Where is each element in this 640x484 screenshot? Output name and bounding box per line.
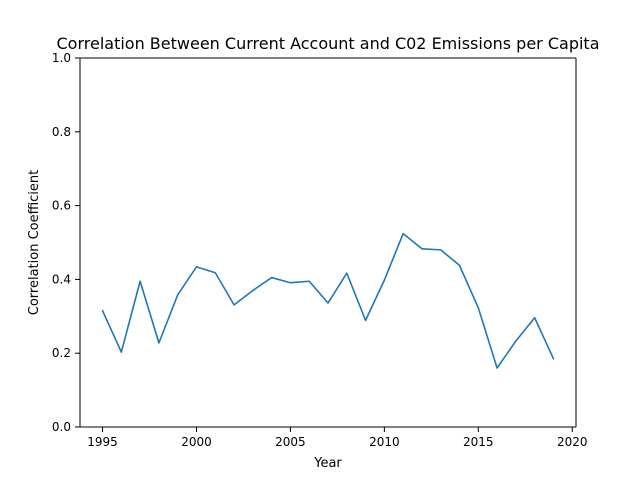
y-tick-label: 0.8 — [52, 125, 71, 139]
x-tick-label: 2010 — [369, 435, 400, 449]
data-point — [402, 233, 404, 235]
data-point — [289, 282, 292, 284]
data-point — [139, 280, 141, 282]
y-tick-label: 0.6 — [52, 199, 71, 213]
data-point — [346, 272, 348, 274]
data-point — [120, 351, 122, 353]
data-point — [158, 342, 160, 344]
x-axis-label: Year — [313, 456, 342, 471]
x-tick-label: 2020 — [557, 435, 588, 449]
data-point — [214, 272, 216, 274]
y-tick-label: 1.0 — [52, 51, 71, 65]
y-tick-label: 0.0 — [52, 420, 71, 434]
x-axis-ticks: 1995 2000 2005 2010 2015 2020 — [87, 427, 588, 449]
data-point — [101, 310, 104, 312]
data-point — [458, 264, 461, 266]
data-point — [271, 276, 273, 279]
data-point — [252, 289, 254, 292]
data-point — [534, 317, 536, 319]
data-point — [364, 319, 367, 321]
data-point — [421, 248, 423, 250]
data-point — [477, 307, 479, 309]
data-point — [308, 280, 310, 282]
y-tick-label: 0.2 — [52, 346, 71, 360]
plot-area — [80, 58, 576, 427]
x-tick-label: 2015 — [463, 435, 494, 449]
x-tick-label: 1995 — [87, 435, 118, 449]
series-layer — [101, 232, 555, 369]
data-point — [195, 266, 198, 268]
data-point — [515, 340, 517, 342]
data-point — [440, 249, 442, 251]
data-point — [327, 302, 329, 304]
data-point — [383, 279, 385, 281]
data-point — [496, 367, 498, 369]
y-axis-ticks: 0.0 0.2 0.4 0.6 0.8 1.0 — [52, 51, 80, 434]
y-axis-label: Correlation Coefficient — [27, 170, 42, 316]
axes-frame — [79, 57, 577, 428]
chart-title: Correlation Between Current Account and … — [56, 34, 599, 53]
y-tick-label: 0.4 — [52, 272, 71, 286]
data-point — [177, 294, 179, 296]
data-point — [552, 358, 555, 360]
x-tick-label: 2005 — [275, 435, 306, 449]
data-point — [233, 304, 235, 306]
x-tick-label: 2000 — [181, 435, 212, 449]
